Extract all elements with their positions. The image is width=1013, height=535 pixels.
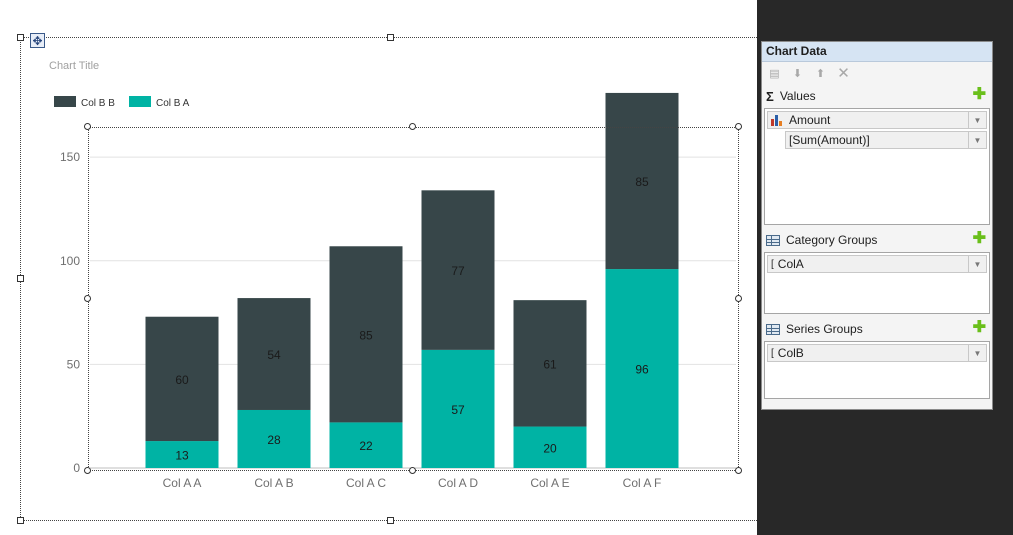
y-tick-label: 0 [73,461,80,475]
chevron-down-icon[interactable]: ▼ [968,345,986,361]
legend-swatch [54,96,76,107]
bar-segment [237,298,311,410]
plot-handle-top[interactable] [409,123,416,130]
bar-segment [605,269,679,468]
data-label: 22 [359,439,373,453]
values-list: Amount ▼ [Sum(Amount)] ▼ [764,108,990,225]
category-groups-list: [ ColA ▼ [764,252,990,314]
category-field-label: ColA [777,257,804,271]
plot-handle-right[interactable] [735,295,742,302]
y-tick-label: 100 [60,254,80,268]
resize-handle-left[interactable] [17,275,24,282]
chart-data-panel: Chart Data ▤ ⬇ ⬆ ✕ Σ Values ✚ Amount ▼ [… [761,41,993,410]
column-chart-icon [771,114,785,126]
panel-title: Chart Data [762,42,992,62]
legend-label: Col B B [81,98,115,109]
value-expression-row[interactable]: [Sum(Amount)] ▼ [785,131,987,149]
report-design-surface[interactable]: Chart Title 0 50 100 150 13 60 Col A A 28 54 Col A… [0,0,764,535]
x-tick-label: Col A F [623,476,662,490]
plot-handle-left[interactable] [84,295,91,302]
bar-segment [421,190,495,350]
chart-title: Chart Title [49,60,99,72]
plot-handle-top-right[interactable] [735,123,742,130]
resize-handle-bottom[interactable] [387,517,394,524]
x-tick-label: Col A C [346,476,386,490]
category-field-row[interactable]: [ ColA ▼ [767,255,987,273]
bar-segment [513,300,587,427]
values-label: Values [779,89,816,103]
bar-segment [329,246,403,423]
plot-handle-bottom-right[interactable] [735,467,742,474]
move-icon[interactable]: ✥ [30,33,45,48]
table-icon [766,234,780,246]
data-label: 54 [267,348,281,362]
bar-segment [145,316,219,442]
resize-handle-top-left[interactable] [17,34,24,41]
values-section-header: Σ Values ✚ [762,84,992,108]
chevron-down-icon[interactable]: ▼ [968,112,986,128]
x-tick-label: Col A E [530,476,569,490]
resize-handle-bottom-left[interactable] [17,517,24,524]
data-label: 28 [267,433,281,447]
add-series-icon[interactable]: ✚ [972,319,986,336]
legend-swatch [129,96,151,107]
data-label: 57 [451,403,465,417]
group-bracket-icon: [ [771,258,774,270]
chevron-down-icon[interactable]: ▼ [968,132,986,148]
y-tick-label: 150 [60,150,80,164]
bar-segment [237,409,311,468]
bar-segment [513,426,587,468]
properties-icon[interactable]: ▤ [769,67,780,80]
plot-handle-bottom[interactable] [409,467,416,474]
category-groups-label: Category Groups [786,233,878,247]
bar-segment [605,92,679,270]
add-category-icon[interactable]: ✚ [972,230,986,247]
value-field-row[interactable]: Amount ▼ [767,111,987,129]
y-tick-label: 50 [67,357,81,371]
bar-segment [145,441,219,468]
data-label: 61 [543,357,557,371]
plot-handle-top-left[interactable] [84,123,91,130]
data-label: 96 [635,363,649,377]
data-label: 85 [635,175,649,189]
data-label: 13 [175,449,189,463]
plot-handle-bottom-left[interactable] [84,467,91,474]
chevron-down-icon[interactable]: ▼ [968,256,986,272]
group-bracket-icon: [ [771,347,774,359]
bar-segment [329,422,403,468]
value-expression-label: [Sum(Amount)] [789,133,870,147]
series-field-row[interactable]: [ ColB ▼ [767,344,987,362]
panel-toolbar: ▤ ⬇ ⬆ ✕ [762,62,992,84]
x-tick-label: Col A D [438,476,478,490]
resize-handle-top[interactable] [387,34,394,41]
data-label: 77 [451,264,465,278]
value-field-label: Amount [789,113,831,127]
data-label: 85 [359,328,373,342]
move-down-icon[interactable]: ⬇ [792,67,803,80]
data-label: 20 [543,441,557,455]
bar-segment [421,349,495,468]
x-tick-label: Col A A [163,476,202,490]
sigma-icon: Σ [766,88,774,104]
chart[interactable]: Chart Title 0 50 100 150 13 60 Col A A 28 54 Col A… [0,0,757,535]
series-groups-label: Series Groups [786,322,863,336]
series-groups-list: [ ColB ▼ [764,341,990,399]
series-groups-header: Series Groups ✚ [762,317,992,341]
table-icon [766,323,780,335]
data-label: 60 [175,373,189,387]
category-groups-header: Category Groups ✚ [762,228,992,252]
move-up-icon[interactable]: ⬆ [815,67,826,80]
legend-label: Col B A [156,98,190,109]
x-tick-label: Col A B [254,476,293,490]
series-field-label: ColB [777,346,804,360]
add-value-icon[interactable]: ✚ [972,86,986,103]
delete-icon[interactable]: ✕ [837,65,850,82]
